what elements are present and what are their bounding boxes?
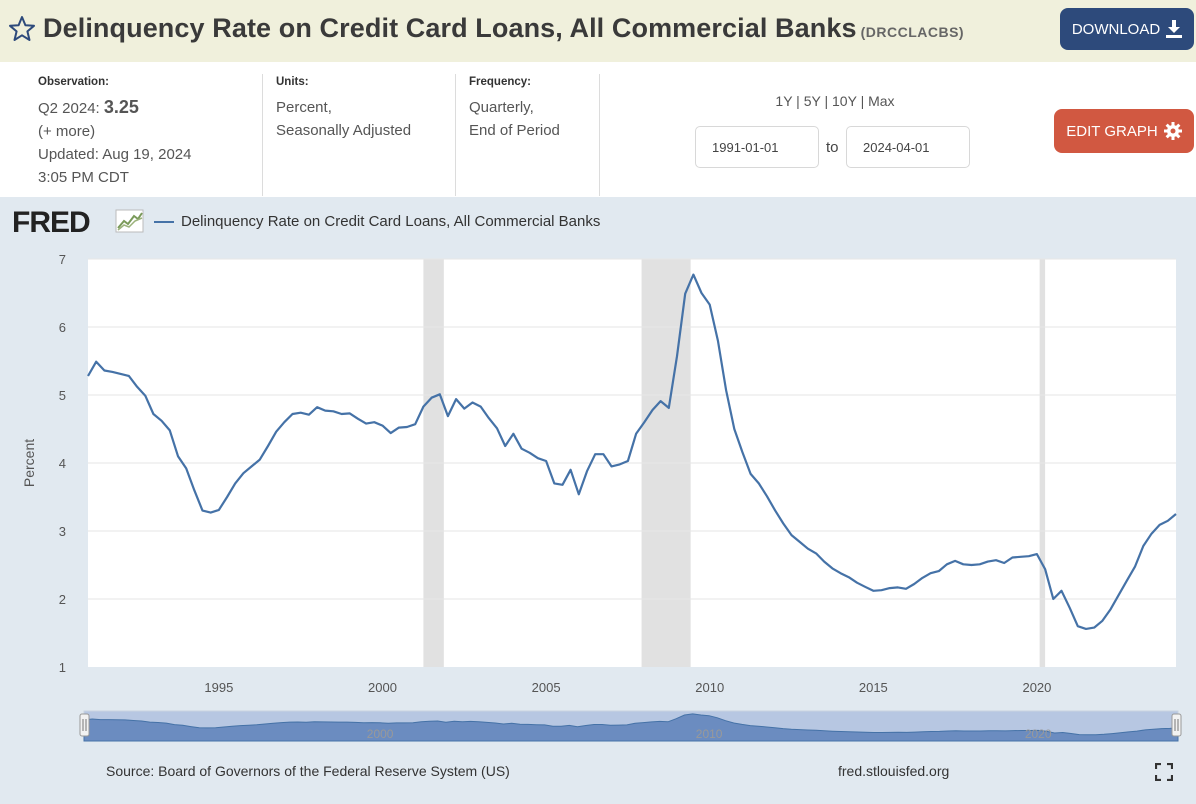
observation-block: Observation: Q2 2024: 3.25 (+ more) Upda… — [38, 74, 191, 189]
y-tick-label: 3 — [59, 524, 66, 539]
range-links: 1Y | 5Y | 10Y | Max — [775, 93, 895, 109]
y-tick-label: 2 — [59, 592, 66, 607]
page-title: Delinquency Rate on Credit Card Loans, A… — [43, 13, 964, 44]
units-block: Units: Percent, Seasonally Adjusted — [276, 74, 411, 142]
fred-graph-icon — [115, 209, 144, 233]
download-button[interactable]: DOWNLOAD — [1060, 8, 1194, 50]
updated-time: 3:05 PM CDT — [38, 169, 129, 186]
download-label: DOWNLOAD — [1071, 20, 1161, 38]
navigator-handle[interactable] — [79, 713, 90, 737]
updated-date: Aug 19, 2024 — [102, 146, 192, 163]
units-line1: Percent, — [276, 99, 332, 116]
y-tick-label: 6 — [59, 320, 66, 335]
end-date-input[interactable]: 2024-04-01 — [846, 126, 970, 168]
legend-label: Delinquency Rate on Credit Card Loans, A… — [181, 213, 601, 230]
x-tick-label: 2020 — [1022, 680, 1051, 695]
star-icon[interactable] — [8, 15, 36, 43]
observation-period: Q2 2024: — [38, 100, 100, 117]
download-icon — [1166, 20, 1183, 38]
site-url[interactable]: fred.stlouisfed.org — [838, 763, 950, 779]
range-10y[interactable]: 10Y — [832, 93, 857, 109]
series-line — [87, 273, 1177, 630]
frequency-line2: End of Period — [469, 122, 560, 139]
y-axis-label: Percent — [21, 439, 37, 487]
series-id: (DRCCLACBS) — [860, 24, 965, 40]
range-1y[interactable]: 1Y — [775, 93, 793, 109]
legend-swatch — [154, 221, 174, 223]
frequency-line1: Quarterly, — [469, 99, 534, 116]
observation-label: Observation: — [38, 76, 109, 88]
y-tick-label: 1 — [59, 660, 66, 675]
range-5y[interactable]: 5Y — [803, 93, 821, 109]
x-tick-label: 1995 — [204, 680, 233, 695]
navigator-area — [83, 713, 1179, 742]
y-tick-label: 4 — [59, 456, 66, 471]
title-text: Delinquency Rate on Credit Card Loans, A… — [43, 13, 857, 43]
x-tick-label: 2015 — [859, 680, 888, 695]
range-max[interactable]: Max — [868, 93, 895, 109]
gear-icon — [1163, 122, 1182, 140]
header-bar: Delinquency Rate on Credit Card Loans, A… — [0, 0, 1196, 62]
meta-divider — [599, 74, 600, 196]
navigator-handle[interactable] — [1171, 713, 1182, 737]
observation-value-line: Q2 2024: 3.25 — [38, 96, 191, 120]
navigator-label: 2020 — [1025, 727, 1052, 741]
navigator-label: 2010 — [696, 727, 723, 741]
meta-divider — [262, 74, 263, 196]
frequency-label: Frequency: — [469, 76, 531, 88]
chart-svg: 1 2 3 4 5 6 7 1995 2000 2005 2010 2015 2020 Percent 20… — [21, 252, 1182, 742]
fullscreen-icon[interactable] — [1155, 763, 1173, 781]
x-tick-label: 2000 — [368, 680, 397, 695]
units-label: Units: — [276, 76, 309, 88]
edit-graph-label: EDIT GRAPH — [1066, 122, 1158, 140]
x-tick-label: 2010 — [695, 680, 724, 695]
more-link[interactable]: (+ more) — [38, 123, 96, 140]
updated-label: Updated: — [38, 146, 99, 163]
units-line2: Seasonally Adjusted — [276, 122, 412, 139]
to-label: to — [826, 139, 839, 156]
start-date-input[interactable]: 1991-01-01 — [695, 126, 819, 168]
updated-line: Updated: Aug 19, 2024 — [38, 143, 191, 166]
fred-logo: FRED — [12, 206, 91, 239]
x-tick-label: 2005 — [532, 680, 561, 695]
edit-graph-button[interactable]: EDIT GRAPH — [1054, 109, 1194, 153]
navigator-label: 2000 — [367, 727, 394, 741]
y-tick-label: 7 — [59, 252, 66, 267]
frequency-block: Frequency: Quarterly, End of Period — [469, 74, 560, 142]
y-tick-label: 5 — [59, 388, 66, 403]
meta-divider — [455, 74, 456, 196]
observation-value: 3.25 — [103, 97, 139, 117]
source-note: Source: Board of Governors of the Federa… — [106, 763, 510, 779]
